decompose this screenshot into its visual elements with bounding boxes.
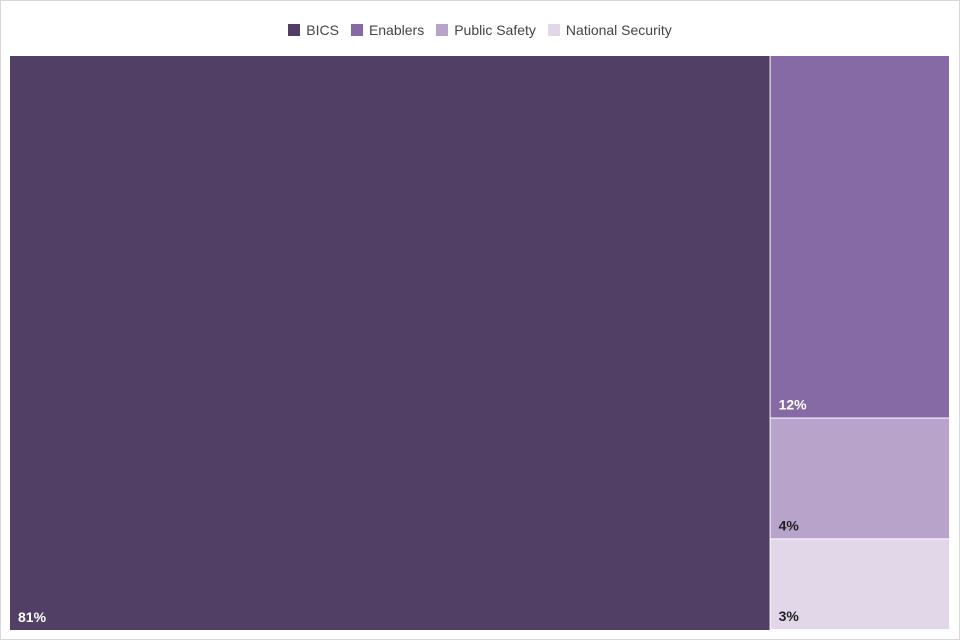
legend-label-national-security: National Security (565, 22, 672, 38)
legend-label-public-safety: Public Safety (454, 22, 536, 38)
data-label-national-security: 3% (779, 608, 800, 624)
legend-item-national-security: National Security (547, 22, 672, 38)
treemap-tile-bics (10, 56, 770, 630)
legend-label-bics: BICS (306, 22, 339, 38)
data-label-enablers: 12% (779, 397, 808, 413)
data-label-public-safety: 4% (779, 517, 800, 533)
legend-item-bics: BICS (288, 22, 339, 38)
treemap-tile-national-security (770, 539, 949, 629)
legend-swatch-public-safety (436, 24, 449, 36)
legend-swatch-national-security (547, 24, 560, 36)
legend: BICS Enablers Public Safety National Sec… (0, 18, 960, 42)
legend-item-public-safety: Public Safety (436, 22, 536, 38)
legend-label-enablers: Enablers (368, 22, 425, 38)
treemap-tile-public-safety (770, 418, 949, 539)
legend-swatch-bics (288, 24, 301, 36)
legend-swatch-enablers (350, 24, 363, 36)
data-label-bics: 81% (18, 609, 47, 625)
treemap-tile-enablers (770, 56, 949, 418)
legend-item-enablers: Enablers (350, 22, 425, 38)
